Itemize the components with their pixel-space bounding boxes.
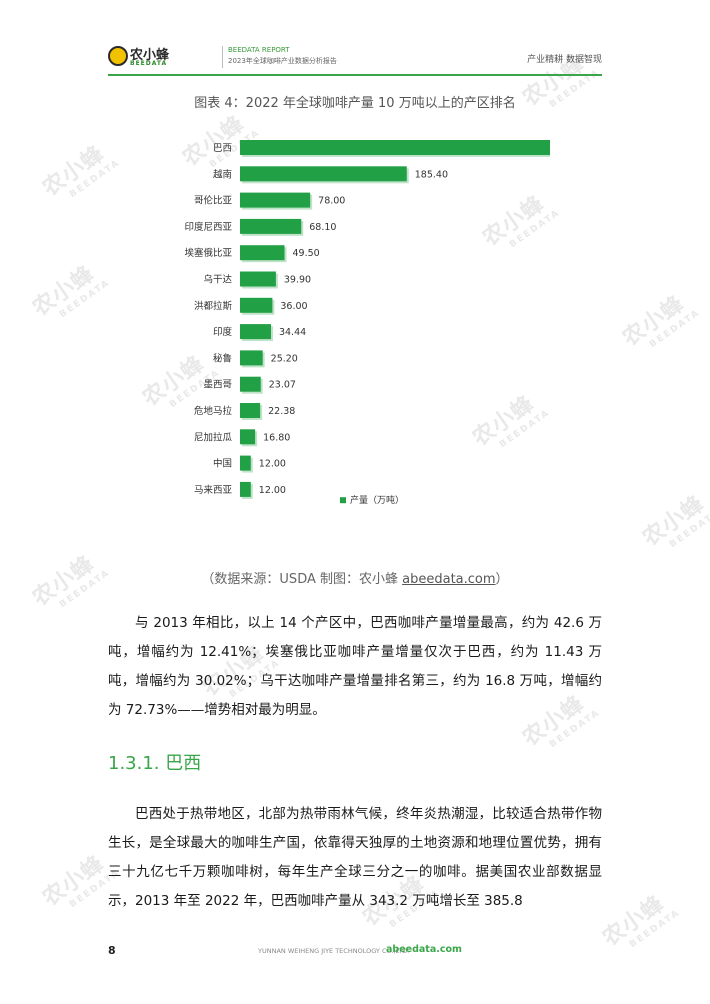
bar [240,429,256,445]
logo-name: 农小蜂 [130,48,170,63]
value-label: 12.00 [259,485,286,496]
category-label: 危地马拉 [194,405,233,417]
source-link[interactable]: abeedata.com [402,572,496,587]
header-slogan: 产业精耕 数据智现 [527,55,602,65]
watermark: 农小蜂 BEEDATA [28,261,113,322]
bee-logo-icon [108,46,128,66]
category-label: 墨西哥 [203,380,232,391]
value-label: 78.00 [318,196,345,207]
category-label: 洪都拉斯 [194,300,233,312]
value-label: 36.00 [280,301,307,312]
bar [240,271,276,287]
bar [240,192,311,208]
source-text: （数据来源：USDA 制图：农小蜂 [201,572,403,587]
bar [240,376,261,392]
section-heading: 1.3.1. 巴西 [108,753,202,774]
bar [240,166,407,182]
value-label: 22.38 [268,406,295,417]
category-label: 秘鲁 [213,352,232,364]
legend-swatch [340,497,346,504]
body-paragraph-1: 与 2013 年相比，以上 14 个产区中，巴西咖啡产量增量最高，约为 42.6… [108,615,602,718]
watermark: 农小蜂 BEEDATA [638,491,710,552]
legend-label: 产量（万吨） [350,494,404,506]
category-label: 哥伦比亚 [194,195,233,207]
watermark: 农小蜂 BEEDATA [598,891,683,952]
page-number: 8 [108,944,116,957]
category-label: 巴西 [213,143,232,154]
category-label: 埃塞俄比亚 [184,247,232,259]
footer-company: YUNNAN WEIHENG JIYE TECHNOLOGY CO.,LTD. [258,947,410,955]
watermark: 农小蜂 BEEDATA [38,141,123,202]
chart-title: 图表 4：2022 年全球咖啡产量 10 万吨以上的产区排名 [194,96,516,111]
category-label: 中国 [213,458,232,470]
value-label: 49.50 [293,248,320,259]
bar [240,324,271,340]
body-paragraph-2: 巴西处于热带地区，北部为热带雨林气候，终年炎热潮湿，比较适合热带作物生长，是全球… [108,806,602,909]
bar [240,481,251,497]
header-rule [108,74,602,76]
logo-sub: BEEDATA [130,60,168,67]
category-label: 乌干达 [203,274,232,286]
category-label: 印度 [213,326,233,338]
value-label: 16.80 [263,432,290,443]
category-label: 马来西亚 [194,485,233,496]
bar [240,218,302,234]
bar [240,455,251,471]
bar [240,297,273,313]
value-label: 185.40 [415,169,448,180]
chart-source: （数据来源：USDA 制图：农小蜂 abeedata.com） [0,568,710,587]
watermark: 农小蜂 BEEDATA [618,291,703,352]
value-label: 34.44 [279,327,306,338]
value-label: 23.07 [269,380,296,391]
page-header: 农小蜂 BEEDATA BEEDATA REPORT 2023年全球咖啡产业数据… [108,40,602,74]
value-label: 25.20 [271,353,298,364]
report-title-en: BEEDATA REPORT [228,46,290,54]
value-label: 68.10 [309,222,336,233]
bar [240,140,550,155]
report-title-cn: 2023年全球咖啡产业数据分析报告 [228,57,337,65]
header-divider [222,46,223,68]
value-label: 39.90 [284,275,311,286]
bar-chart: 巴西385.80越南185.40哥伦比亚78.00印度尼西亚68.10埃塞俄比亚… [184,140,550,506]
bar [240,350,263,366]
category-label: 越南 [213,168,232,180]
category-label: 尼加拉瓜 [194,431,233,443]
footer-site[interactable]: abeedata.com [386,944,462,955]
source-close: ） [495,572,509,587]
bar [240,403,261,418]
value-label: 12.00 [259,459,286,470]
category-label: 印度尼西亚 [184,221,232,233]
logo: 农小蜂 BEEDATA [108,44,198,72]
bar [240,245,285,261]
